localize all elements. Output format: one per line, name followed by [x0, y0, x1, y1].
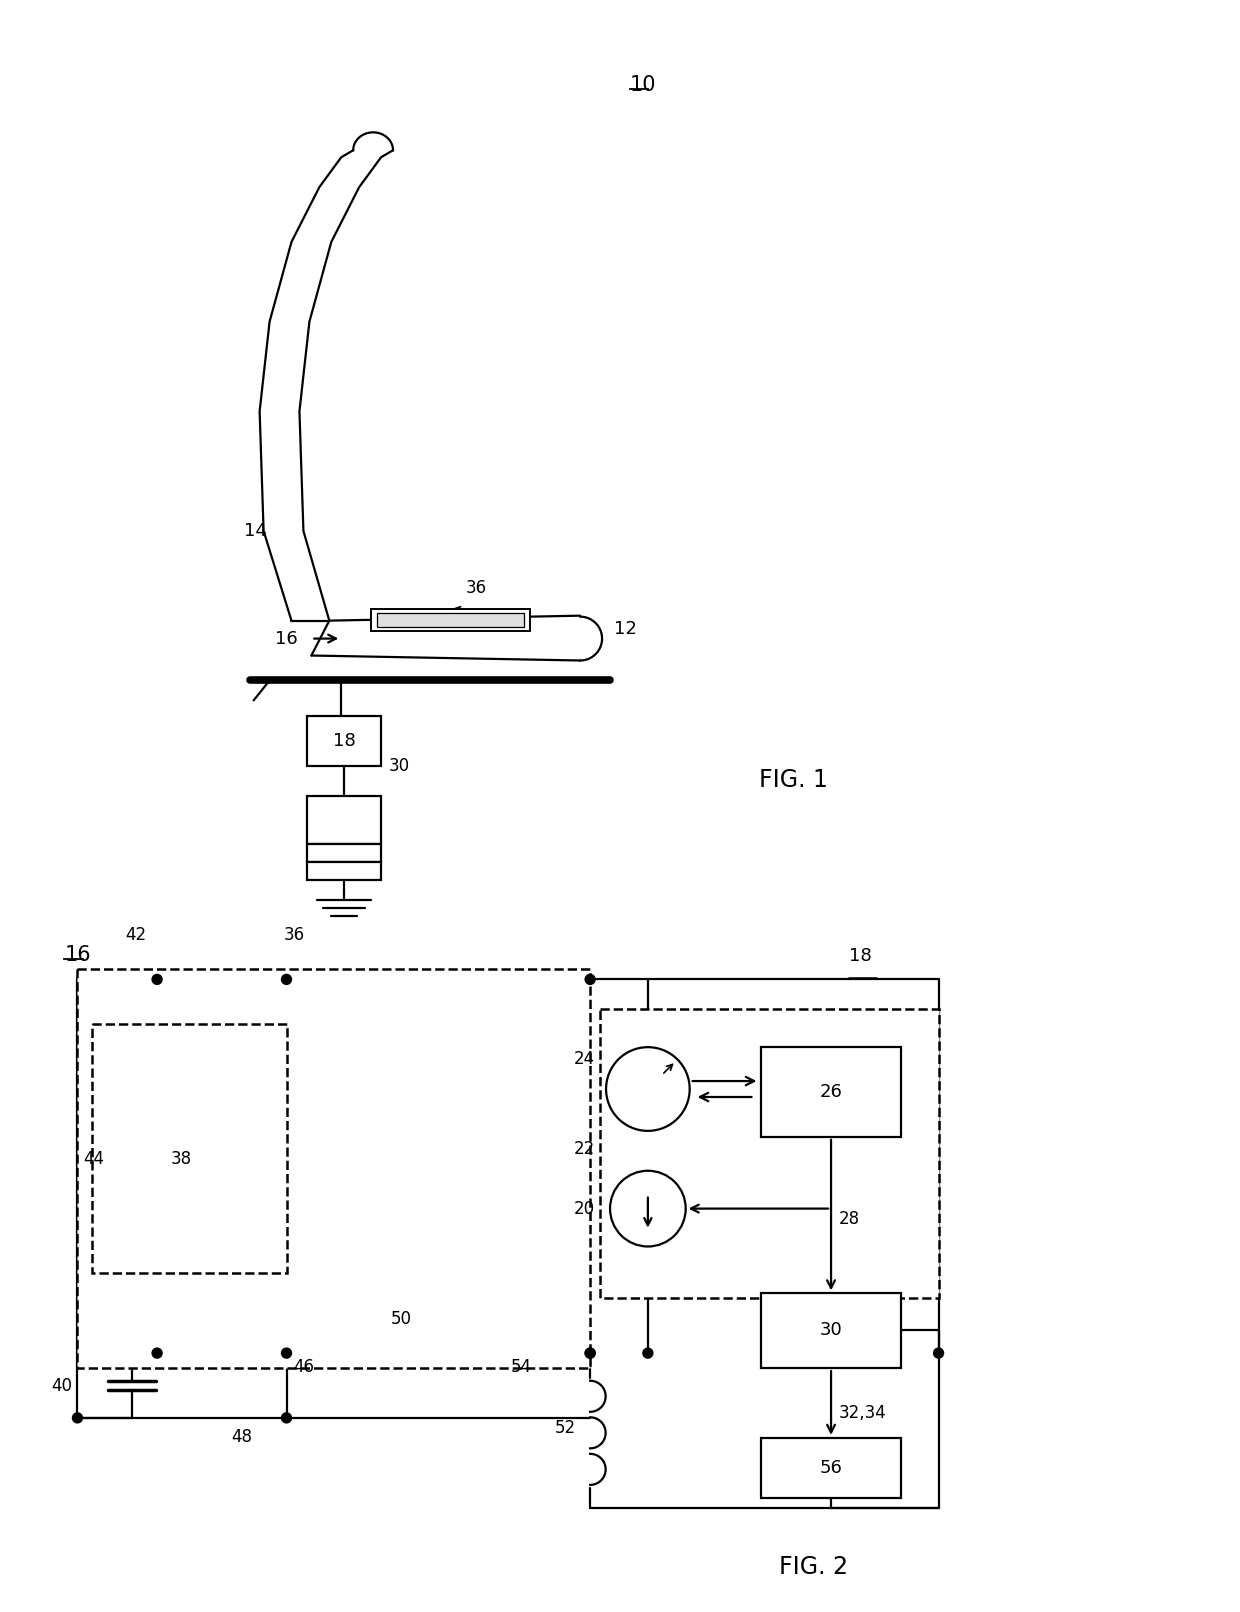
Text: FIG. 2: FIG. 2	[779, 1556, 848, 1580]
Text: 10: 10	[630, 74, 656, 95]
Circle shape	[72, 1412, 82, 1423]
Bar	[377, 613, 525, 627]
Text: 30: 30	[820, 1322, 842, 1340]
Text: 44: 44	[83, 1149, 104, 1167]
Text: 28: 28	[839, 1209, 861, 1228]
Text: 32,34: 32,34	[839, 1404, 887, 1422]
Bar	[308, 862, 381, 880]
Text: 40: 40	[52, 1377, 72, 1394]
Circle shape	[934, 1348, 944, 1357]
Text: 36: 36	[466, 579, 487, 596]
Text: 46: 46	[294, 1357, 315, 1377]
Bar	[600, 1009, 939, 1298]
Bar	[761, 1048, 900, 1136]
Text: 38: 38	[171, 1149, 192, 1167]
Bar	[92, 1024, 286, 1273]
Text: 52: 52	[556, 1419, 577, 1436]
Circle shape	[281, 1412, 291, 1423]
Text: 42: 42	[125, 925, 146, 943]
Circle shape	[585, 1348, 595, 1357]
Bar	[371, 609, 531, 630]
Text: 16: 16	[275, 630, 298, 648]
Text: 14: 14	[244, 522, 267, 540]
Text: 22: 22	[574, 1140, 595, 1157]
Circle shape	[153, 1348, 162, 1357]
Text: 20: 20	[574, 1199, 595, 1217]
Bar	[308, 796, 381, 843]
Text: FIG. 1: FIG. 1	[759, 767, 828, 791]
Text: 24: 24	[574, 1049, 595, 1069]
Circle shape	[281, 1348, 291, 1357]
Text: 56: 56	[820, 1459, 842, 1477]
Text: 26: 26	[820, 1083, 842, 1101]
Bar	[761, 1438, 900, 1498]
Text: 18: 18	[849, 948, 872, 966]
Circle shape	[281, 974, 291, 985]
Text: 54: 54	[511, 1357, 532, 1377]
Bar	[77, 969, 590, 1369]
Bar	[761, 1293, 900, 1369]
Text: 36: 36	[284, 925, 305, 943]
Bar	[308, 843, 381, 862]
Circle shape	[153, 974, 162, 985]
Text: 12: 12	[614, 619, 637, 638]
Text: 30: 30	[389, 758, 410, 775]
Circle shape	[585, 974, 595, 985]
Text: 50: 50	[391, 1311, 412, 1328]
Text: 16: 16	[64, 945, 91, 964]
Bar	[308, 716, 381, 766]
Text: 18: 18	[332, 732, 356, 750]
Circle shape	[585, 1348, 595, 1357]
Circle shape	[642, 1348, 652, 1357]
Text: 48: 48	[231, 1428, 252, 1446]
